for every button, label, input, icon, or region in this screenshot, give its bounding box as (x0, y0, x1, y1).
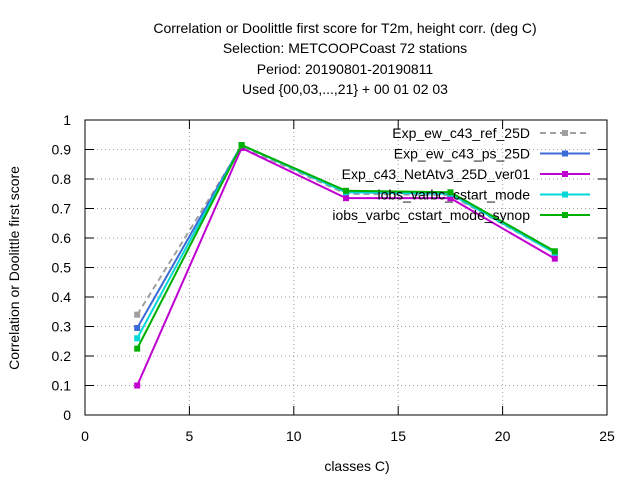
data-point (134, 345, 141, 352)
x-tick-label: 15 (390, 428, 406, 444)
data-point (134, 324, 141, 331)
data-point (447, 189, 454, 196)
data-point (134, 382, 141, 389)
chart-title-line-3: Period: 20190801-20190811 (256, 61, 434, 77)
x-tick-label: 5 (186, 428, 194, 444)
chart-title-line-1: Correlation or Doolittle first score for… (153, 20, 537, 36)
x-tick-label: 10 (286, 428, 302, 444)
y-tick-label: 0.3 (52, 319, 72, 335)
x-tick-label: 25 (599, 428, 615, 444)
y-tick-label: 0.2 (52, 348, 72, 364)
y-tick-label: 0.1 (52, 378, 72, 394)
y-tick-label: 1 (63, 112, 71, 128)
data-point (551, 255, 558, 262)
axis-ticks: 0 5 10 15 20 25 0 0.1 0.2 0.3 0.4 0.5 0.6 0.7 0.8 0.9 1 (52, 112, 615, 444)
legend-swatch-marker (562, 171, 568, 177)
data-point (447, 195, 454, 202)
y-tick-label: 0.7 (52, 201, 72, 217)
data-point (134, 335, 141, 342)
y-tick-label: 0 (63, 407, 71, 423)
legend-label: Exp_c43_NetAtv3_25D_ver01 (342, 166, 531, 182)
x-axis-label: classes C) (324, 458, 389, 474)
legend-label: Exp_ew_c43_ref_25D (392, 125, 530, 141)
legend-label: Exp_ew_c43_ps_25D (394, 146, 530, 162)
legend-label: iobs_varbc_cstart_mode (377, 187, 530, 203)
x-tick-label: 0 (81, 428, 89, 444)
grid (85, 120, 607, 415)
data-point (238, 142, 245, 149)
data-point (551, 248, 558, 255)
chart-title-line-2: Selection: METCOOPCoast 72 stations (222, 40, 468, 56)
legend-swatch-marker (562, 212, 568, 218)
data-point (134, 311, 141, 318)
legend-swatch-marker (562, 130, 568, 136)
y-axis-label: Correlation or Doolittle first score (6, 166, 22, 370)
series-lines (134, 142, 558, 389)
data-point (343, 187, 349, 194)
data-point (343, 195, 349, 202)
y-tick-label: 0.4 (52, 289, 72, 305)
chart-title-line-4: Used {00,03,...,21} + 00 01 02 03 (242, 81, 448, 97)
legend-swatch-marker (562, 150, 568, 157)
y-tick-label: 0.5 (52, 260, 72, 276)
y-tick-label: 0.9 (52, 142, 72, 158)
x-tick-label: 20 (495, 428, 511, 444)
legend-label: iobs_varbc_cstart_mode_synop (332, 207, 530, 223)
legend-swatch-marker (562, 191, 568, 198)
series-line (136, 146, 556, 386)
y-tick-label: 0.6 (52, 230, 72, 246)
legend: Exp_ew_c43_ref_25D Exp_ew_c43_ps_25D Exp_c… (332, 125, 590, 223)
y-tick-label: 0.8 (52, 171, 72, 187)
